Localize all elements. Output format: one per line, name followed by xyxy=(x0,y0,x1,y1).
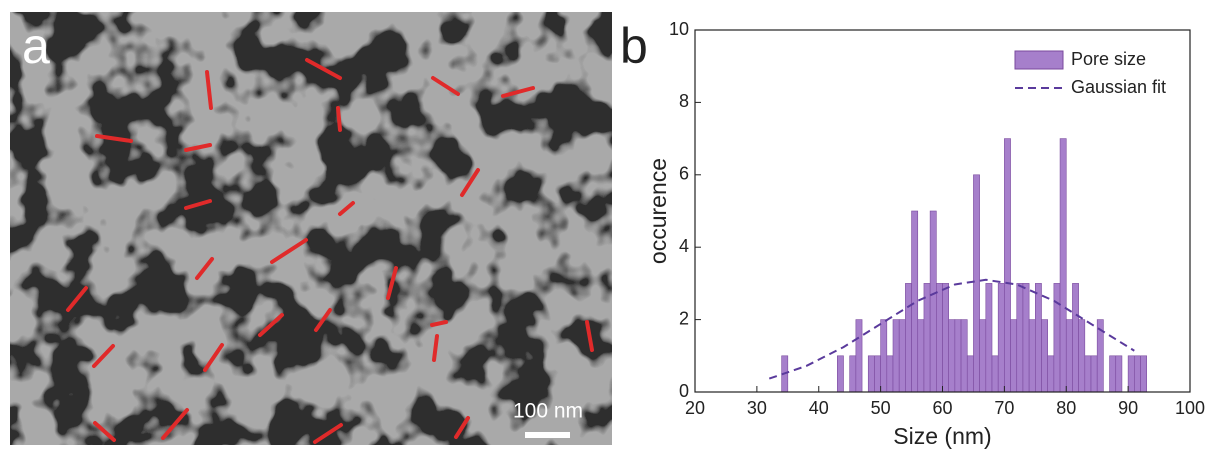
bar xyxy=(886,355,894,393)
bar xyxy=(929,210,937,393)
bar xyxy=(867,355,875,393)
x-tick-label: 30 xyxy=(747,398,767,418)
bar xyxy=(1078,319,1086,393)
y-tick-label: 8 xyxy=(679,91,689,111)
x-axis-label: Size (nm) xyxy=(893,423,991,449)
bar xyxy=(1028,319,1036,393)
bar xyxy=(1134,355,1141,393)
bar xyxy=(880,319,888,393)
bar xyxy=(1016,283,1024,393)
x-tick-label: 50 xyxy=(871,398,891,418)
x-tick-label: 90 xyxy=(1118,398,1138,418)
panel-label: a xyxy=(22,18,50,74)
bar xyxy=(837,355,844,393)
bar xyxy=(1010,319,1018,393)
legend-swatch xyxy=(1014,50,1064,70)
y-tick-label: 10 xyxy=(669,19,689,39)
bar xyxy=(1072,283,1079,393)
pore-markers xyxy=(66,58,594,444)
bar xyxy=(1109,355,1117,393)
bar xyxy=(1140,355,1147,393)
y-tick-label: 2 xyxy=(679,308,689,328)
bar xyxy=(849,355,857,393)
bar xyxy=(874,355,881,393)
legend-label: Gaussian fit xyxy=(1071,77,1166,97)
bar xyxy=(936,283,943,393)
bar xyxy=(1084,355,1092,393)
bar xyxy=(966,355,974,393)
bar xyxy=(1115,355,1123,393)
scale-bar xyxy=(525,432,570,438)
bar xyxy=(892,319,900,393)
bar xyxy=(942,283,949,393)
bar xyxy=(1022,283,1030,393)
bar xyxy=(905,283,912,393)
legend-label: Pore size xyxy=(1071,49,1146,69)
bar xyxy=(985,283,993,393)
y-tick-label: 0 xyxy=(679,381,689,401)
scale-bar-label: 100 nm xyxy=(513,400,583,423)
x-tick-label: 100 xyxy=(1175,398,1205,418)
bar xyxy=(1053,283,1061,393)
x-tick-label: 70 xyxy=(994,398,1014,418)
x-tick-label: 20 xyxy=(685,398,705,418)
bar xyxy=(1059,138,1067,393)
bar xyxy=(960,319,968,393)
bar xyxy=(1090,355,1098,393)
bar xyxy=(948,319,956,393)
y-tick-label: 6 xyxy=(679,164,689,184)
panel-label: b xyxy=(620,18,648,74)
bar xyxy=(954,319,962,393)
sem-image xyxy=(10,12,612,445)
bar xyxy=(1041,319,1048,393)
bar xyxy=(991,355,999,393)
y-tick-label: 4 xyxy=(679,236,689,256)
bar xyxy=(1004,138,1011,393)
bar xyxy=(973,174,980,393)
x-tick-label: 80 xyxy=(1056,398,1076,418)
x-tick-label: 40 xyxy=(809,398,829,418)
bar xyxy=(917,319,925,393)
bar xyxy=(923,283,931,393)
bar xyxy=(911,210,919,393)
bar xyxy=(1035,283,1042,393)
bar xyxy=(898,319,906,393)
fit-line xyxy=(768,278,1135,380)
y-axis-label: occurence xyxy=(645,158,671,264)
bar xyxy=(1065,319,1073,393)
bar xyxy=(1127,355,1135,393)
x-tick-label: 60 xyxy=(932,398,952,418)
bar xyxy=(997,283,1005,393)
bar xyxy=(1047,355,1055,393)
bar xyxy=(979,319,987,393)
bar xyxy=(855,319,863,393)
